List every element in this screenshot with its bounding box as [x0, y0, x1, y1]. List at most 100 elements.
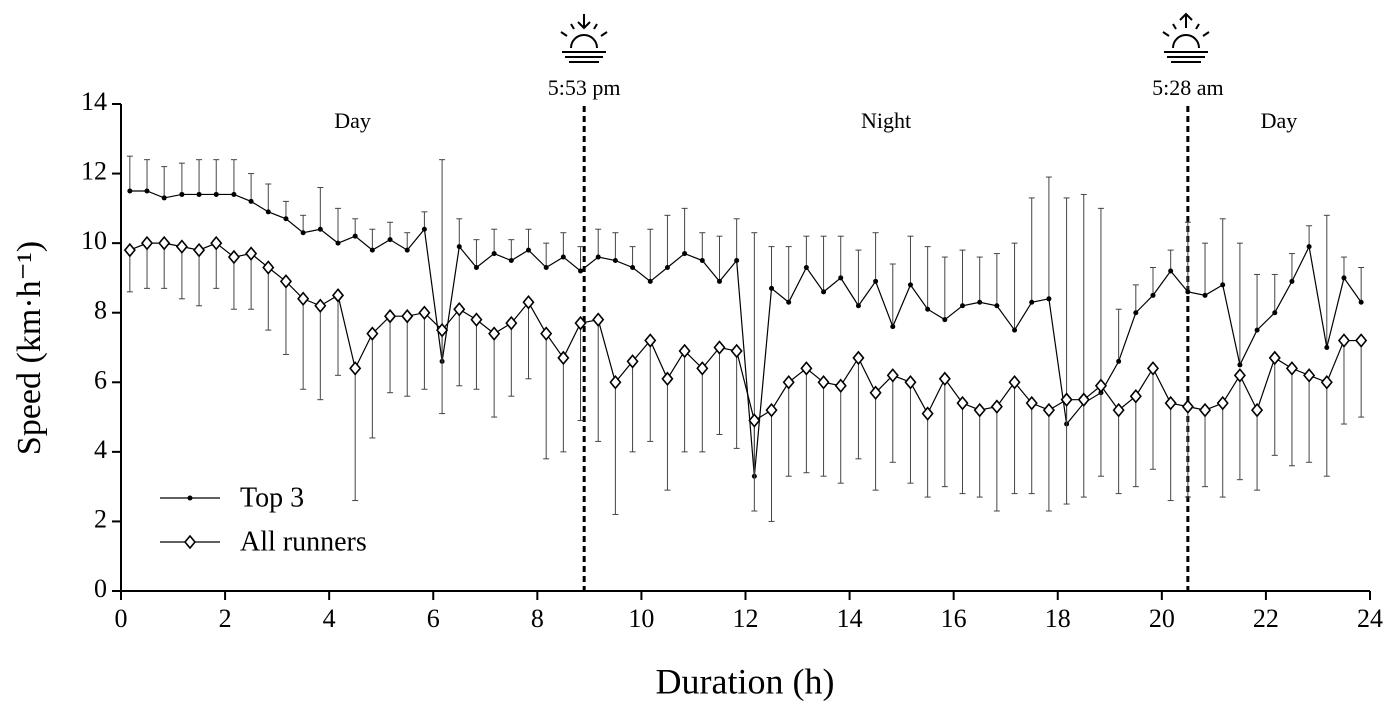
y-tick-label: 6	[94, 365, 107, 394]
point	[508, 258, 514, 264]
point	[193, 242, 206, 258]
point	[1112, 402, 1125, 418]
point	[488, 326, 501, 341]
point	[904, 375, 917, 390]
point	[421, 226, 427, 232]
x-tick-label: 14	[837, 604, 863, 633]
point	[1185, 289, 1191, 295]
point	[1042, 402, 1055, 418]
y-tick-label: 0	[94, 574, 107, 603]
point	[1116, 358, 1122, 364]
y-tick-label: 14	[81, 87, 107, 116]
point	[349, 361, 362, 376]
point	[1168, 268, 1174, 274]
point	[1289, 278, 1295, 284]
point	[664, 264, 670, 270]
x-tick-label: 12	[733, 604, 759, 633]
point	[769, 285, 775, 291]
point	[578, 268, 584, 274]
point	[1254, 327, 1260, 333]
point	[748, 413, 761, 428]
point	[179, 191, 185, 197]
point	[453, 301, 466, 317]
region-label: Day	[1261, 108, 1298, 133]
point	[1025, 395, 1038, 411]
point	[661, 371, 674, 387]
x-tick-label: 8	[531, 604, 544, 633]
point	[682, 251, 688, 257]
point	[782, 375, 795, 390]
sun-icons	[560, 12, 1210, 63]
point	[140, 235, 154, 251]
point	[1181, 399, 1194, 414]
point	[873, 278, 879, 284]
y-axis-title: Speed (km·h⁻¹)	[11, 241, 48, 455]
point	[574, 315, 587, 331]
point	[213, 191, 219, 197]
point	[1029, 299, 1035, 305]
point	[817, 375, 830, 390]
point	[1355, 333, 1368, 348]
point	[297, 291, 310, 307]
point	[592, 312, 605, 327]
x-tick-label: 0	[115, 604, 128, 633]
point	[314, 298, 327, 314]
point	[1060, 392, 1073, 407]
point	[1237, 362, 1243, 368]
point	[1220, 282, 1226, 288]
region-label: Night	[861, 108, 911, 133]
point	[1164, 395, 1177, 411]
point	[626, 354, 639, 369]
point	[283, 216, 289, 222]
point	[855, 303, 861, 309]
y-tick-label: 8	[94, 296, 107, 325]
legend-marker	[183, 534, 197, 550]
point	[227, 249, 240, 265]
point	[300, 230, 306, 236]
point	[890, 324, 896, 330]
point	[1358, 299, 1364, 305]
y-tick-label: 4	[94, 435, 107, 464]
point	[1272, 310, 1278, 316]
point	[696, 361, 709, 376]
point	[699, 258, 705, 264]
x-tick-label: 20	[1149, 604, 1175, 633]
point	[473, 264, 479, 270]
point	[384, 308, 397, 324]
point	[977, 299, 983, 305]
point	[369, 247, 375, 253]
event-label: 5:53 pm	[548, 75, 621, 100]
point	[960, 303, 966, 309]
point	[942, 317, 948, 323]
point	[1012, 327, 1018, 333]
point	[543, 264, 549, 270]
x-tick-label: 24	[1357, 604, 1383, 633]
point	[470, 312, 483, 327]
point	[956, 395, 969, 411]
point	[366, 326, 379, 341]
point	[123, 242, 136, 258]
point	[491, 251, 497, 257]
point	[1306, 244, 1312, 250]
legend-label: Top 3	[240, 482, 304, 513]
point	[921, 406, 934, 421]
point	[557, 350, 570, 366]
x-tick-label: 10	[628, 604, 654, 633]
point	[404, 247, 410, 253]
point	[522, 295, 535, 310]
x-tick-label: 4	[323, 604, 336, 633]
point	[803, 264, 809, 270]
region-label: Day	[334, 108, 371, 133]
y-tick-label: 10	[81, 226, 107, 255]
point	[248, 198, 254, 204]
point	[262, 260, 275, 275]
point	[907, 282, 913, 288]
series-line	[129, 242, 1362, 422]
point	[612, 258, 618, 264]
x-tick-label: 18	[1045, 604, 1071, 633]
point	[713, 340, 726, 355]
point	[317, 226, 323, 232]
point	[990, 399, 1003, 414]
point	[1233, 368, 1246, 383]
